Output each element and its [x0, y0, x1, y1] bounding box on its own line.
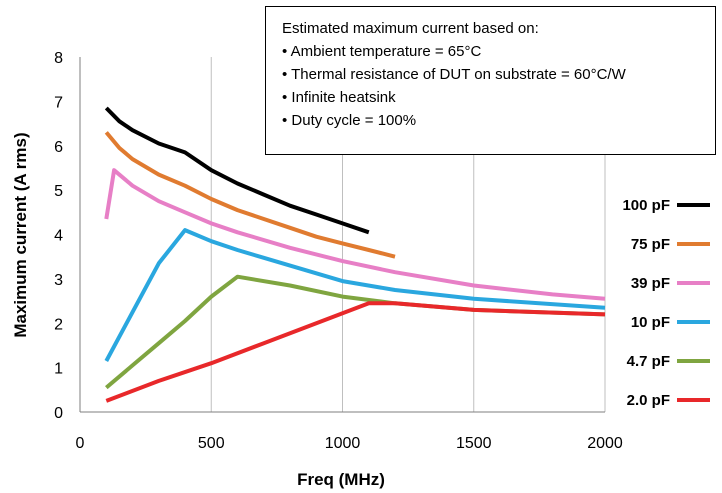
series-line: [105, 301, 606, 403]
x-tick-label: 2000: [587, 435, 623, 452]
y-tick-label: 1: [54, 361, 63, 378]
axes: [79, 57, 605, 413]
y-tick-label: 5: [54, 183, 63, 200]
legend-label: 10 pF: [631, 314, 670, 331]
x-tick-label: 500: [198, 435, 225, 452]
y-tick-label: 6: [54, 139, 63, 156]
series-lines: [104, 106, 606, 403]
series-line: [104, 228, 606, 362]
y-axis-label: Maximum current (A rms): [11, 132, 30, 337]
series-line: [104, 106, 370, 235]
x-axis-label: Freq (MHz): [297, 470, 385, 489]
x-tick-label: 1000: [325, 435, 361, 452]
x-tick-label: 1500: [456, 435, 492, 452]
annotation-item: • Infinite heatsink: [282, 89, 396, 106]
y-tick-label: 0: [54, 405, 63, 422]
legend-label: 75 pF: [631, 236, 670, 253]
y-tick-label: 2: [54, 316, 63, 333]
series-line: [104, 168, 606, 301]
legend-label: 2.0 pF: [627, 392, 670, 409]
annotation-item: • Thermal resistance of DUT on substrate…: [282, 66, 626, 83]
legend: 100 pF 75 pF 39 pF 10 pF 4.7 pF 2.0 pF: [622, 197, 710, 409]
annotation-title: Estimated maximum current based on:: [282, 20, 539, 37]
tick-labels: 0 1 2 3 4 5 6 7 8 0 500 1000 1500 2000: [54, 50, 623, 452]
y-tick-label: 8: [54, 50, 63, 67]
series-line: [104, 131, 396, 259]
x-tick-label: 0: [76, 435, 85, 452]
legend-label: 39 pF: [631, 275, 670, 292]
annotation-item: • Duty cycle = 100%: [282, 112, 417, 129]
annotation-box: Estimated maximum current based on: • Am…: [265, 6, 716, 155]
annotation-item: • Ambient temperature = 65°C: [282, 43, 482, 60]
legend-label: 100 pF: [622, 197, 670, 214]
y-tick-label: 7: [54, 94, 63, 111]
y-tick-label: 3: [54, 272, 63, 289]
legend-label: 4.7 pF: [627, 353, 670, 370]
y-tick-label: 4: [54, 228, 63, 245]
